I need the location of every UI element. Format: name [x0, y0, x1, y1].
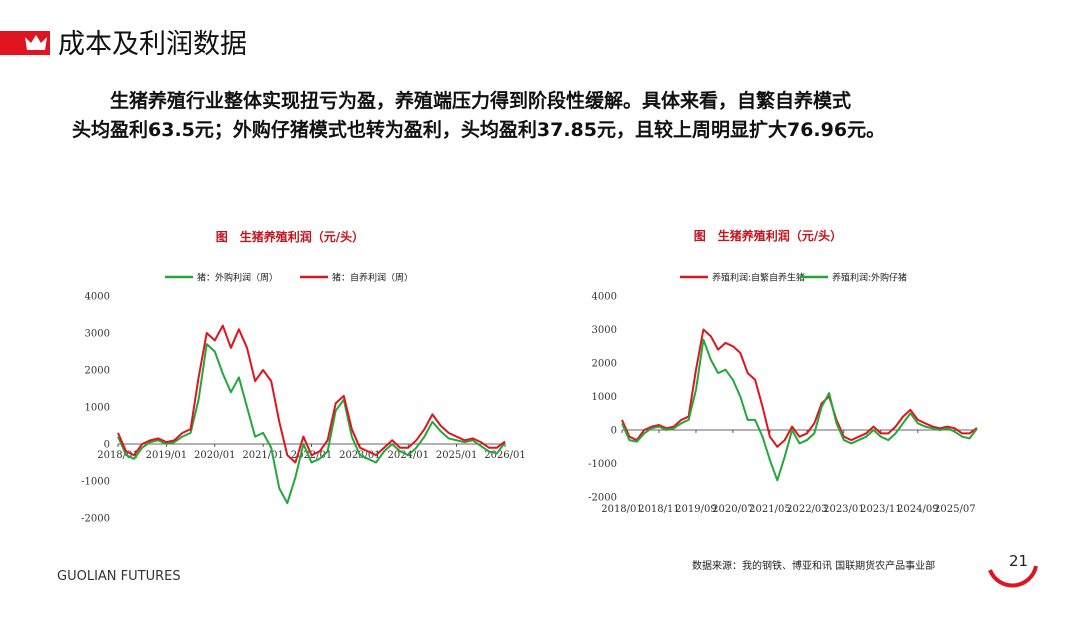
- x-tick-label: 2019/01: [146, 450, 188, 461]
- series-line: [117, 324, 506, 464]
- y-tick-label: 3000: [592, 325, 617, 336]
- paragraph-line: 头均盈利63.5元；外购仔猪模式也转为盈利，头均盈利37.85元，且较上周明显扩…: [72, 118, 885, 141]
- x-tick-label: 2020/01: [194, 450, 236, 461]
- series-line: [117, 343, 506, 505]
- x-tick-label: 2021/01: [242, 450, 284, 461]
- legend-label: 猪：自养利润（周）: [332, 272, 413, 284]
- y-tick-label: 0: [611, 426, 617, 437]
- y-tick-label: 1000: [85, 403, 110, 414]
- x-tick-label: 2023/11: [860, 504, 902, 515]
- page-arc: [988, 565, 1038, 588]
- x-tick-label: 2025/01: [436, 450, 478, 461]
- x-tick-label: 2022/03: [786, 504, 828, 515]
- y-tick-label: 2000: [592, 359, 617, 370]
- y-tick-label: -1000: [588, 459, 617, 470]
- y-tick-label: 4000: [592, 292, 617, 303]
- x-tick-label: 2018/01: [601, 504, 643, 515]
- y-tick-label: -2000: [81, 514, 110, 525]
- y-tick-label: 1000: [592, 392, 617, 403]
- y-tick-label: 3000: [85, 329, 110, 340]
- source: 数据来源：我的钢铁、博亚和讯 国联期货农产品事业部: [692, 559, 935, 572]
- x-tick-label: 2024/09: [897, 504, 939, 515]
- x-tick-label: 2019/09: [675, 504, 717, 515]
- x-tick-label: 2026/01: [484, 450, 526, 461]
- chart-title: 图 生猪养殖利润（元/头）: [216, 229, 364, 244]
- crown-icon: [25, 35, 47, 50]
- slide-title: 成本及利润数据: [58, 29, 247, 60]
- paragraph-line: 生猪养殖行业整体实现扭亏为盈，养殖端压力得到阶段性缓解。具体来看，自繁自养模式: [110, 89, 851, 112]
- y-tick-label: -2000: [588, 493, 617, 504]
- y-tick-label: 2000: [85, 366, 110, 377]
- x-tick-label: 2020/07: [712, 504, 754, 515]
- legend-label: 养殖利润:自繁自养生猪: [712, 272, 805, 284]
- series-line: [621, 338, 978, 482]
- legend-label: 养殖利润:外购仔猪: [832, 272, 907, 284]
- chart-title: 图 生猪养殖利润（元/头）: [694, 228, 842, 243]
- legend-label: 猪：外购利润（周）: [197, 272, 278, 284]
- page-number: 21: [1009, 552, 1028, 570]
- y-tick-label: 0: [104, 440, 110, 451]
- x-tick-label: 2018/11: [638, 504, 680, 515]
- x-tick-label: 2023/01: [823, 504, 865, 515]
- x-tick-label: 2021/05: [749, 504, 791, 515]
- x-tick-label: 2025/07: [934, 504, 976, 515]
- series-line: [621, 328, 978, 448]
- y-tick-label: 4000: [85, 292, 110, 303]
- brand: GUOLIAN FUTURES: [57, 569, 181, 584]
- y-tick-label: -1000: [81, 477, 110, 488]
- x-tick-label: 2018/01: [97, 450, 139, 461]
